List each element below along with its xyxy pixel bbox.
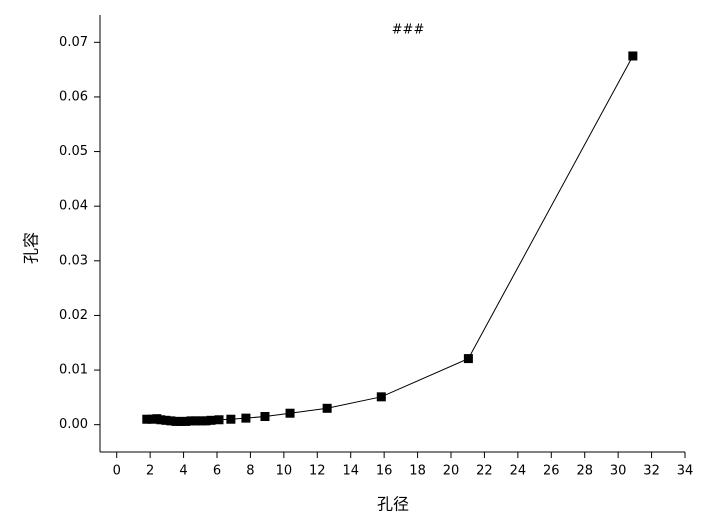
data-point [463, 354, 473, 364]
y-tick-label: 0.04 [59, 199, 88, 214]
x-tick-label: 32 [643, 464, 660, 479]
y-tick-label: 0.05 [59, 144, 88, 159]
data-point [260, 411, 270, 421]
data-point [285, 408, 295, 418]
data-point [206, 415, 216, 425]
data-point [181, 416, 191, 426]
data-point [161, 415, 171, 425]
x-tick-label: 16 [376, 464, 393, 479]
data-point [241, 413, 251, 423]
x-tick-label: 14 [342, 464, 359, 479]
y-tick-label: 0.02 [59, 308, 88, 323]
x-tick-label: 24 [510, 464, 527, 479]
x-tick-label: 6 [213, 464, 221, 479]
y-tick-label: 0.01 [59, 363, 88, 378]
data-point [322, 403, 332, 413]
x-tick-label: 28 [576, 464, 593, 479]
data-point [166, 416, 176, 426]
x-tick-label: 4 [179, 464, 187, 479]
data-point [226, 414, 236, 424]
y-tick-label: 0.06 [59, 89, 88, 104]
x-tick-label: 30 [610, 464, 627, 479]
x-tick-label: 2 [146, 464, 154, 479]
data-point [196, 416, 206, 426]
data-point [147, 414, 157, 424]
y-axis-label: 孔容 [22, 232, 41, 264]
x-tick-label: 34 [677, 464, 694, 479]
chart-title: ### [392, 23, 425, 38]
x-tick-label: 22 [476, 464, 493, 479]
data-point [171, 416, 181, 426]
y-tick-label: 0.07 [59, 35, 88, 50]
x-tick-label: 26 [543, 464, 560, 479]
x-tick-label: 12 [309, 464, 326, 479]
x-tick-label: 0 [113, 464, 121, 479]
x-tick-label: 18 [409, 464, 426, 479]
data-line [146, 55, 634, 422]
x-tick-label: 8 [246, 464, 254, 479]
data-point [214, 415, 224, 425]
data-point [142, 414, 152, 424]
data-point [186, 416, 196, 426]
data-point [628, 51, 638, 61]
data-point [376, 392, 386, 402]
data-point [156, 415, 166, 425]
x-axis-label: 孔径 [377, 495, 409, 514]
y-tick-label: 0.03 [59, 253, 88, 268]
data-point [176, 416, 186, 426]
x-tick-label: 20 [443, 464, 460, 479]
data-point [201, 416, 211, 426]
x-tick-label: 10 [276, 464, 293, 479]
y-tick-label: 0.00 [59, 417, 88, 432]
data-point [191, 416, 201, 426]
